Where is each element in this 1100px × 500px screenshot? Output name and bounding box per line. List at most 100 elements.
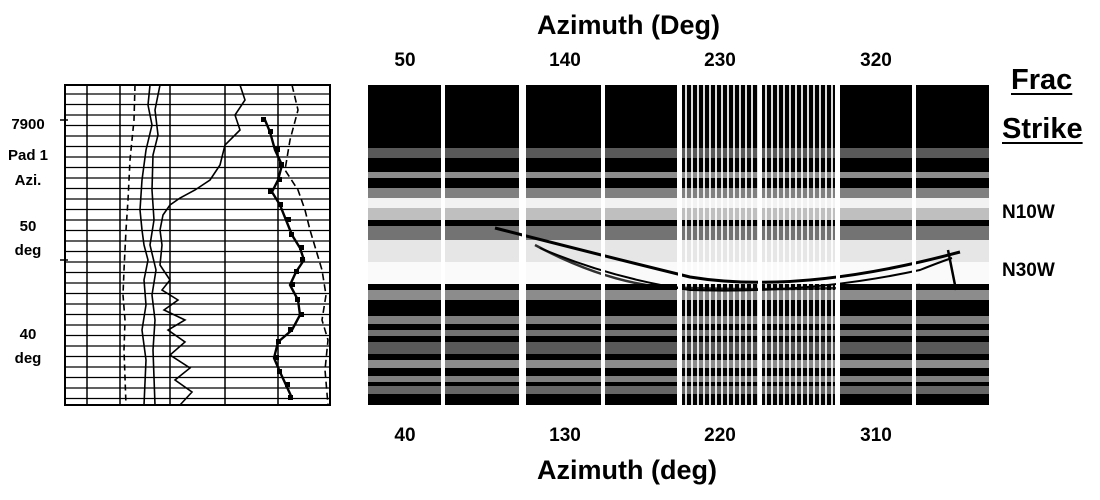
- image-band: [605, 226, 677, 240]
- well-log-track: [60, 84, 331, 406]
- image-band: [682, 376, 758, 382]
- pad-label: Pad 1: [7, 147, 49, 164]
- log-speckle: [277, 369, 282, 374]
- image-band: [840, 180, 912, 188]
- image-band: [605, 208, 677, 220]
- log-speckle: [276, 339, 281, 344]
- image-band: [762, 386, 835, 394]
- image-band: [762, 316, 835, 324]
- image-band: [916, 198, 989, 208]
- image-band: [368, 148, 443, 158]
- image-band: [445, 226, 519, 240]
- log-speckle: [274, 355, 279, 360]
- image-band: [445, 262, 519, 284]
- caliper-curve: [122, 84, 136, 406]
- gamma-curve-2: [149, 84, 161, 406]
- image-band: [916, 290, 989, 300]
- image-band: [368, 302, 443, 316]
- image-band: [445, 208, 519, 220]
- image-band: [762, 376, 835, 382]
- borehole-image: [368, 80, 989, 410]
- image-band: [368, 172, 443, 178]
- bottom-tick-220: 220: [704, 425, 736, 446]
- image-stripe: [715, 85, 717, 405]
- image-band: [762, 360, 835, 368]
- image-band: [605, 386, 677, 394]
- image-band: [840, 208, 912, 220]
- image-band: [526, 240, 601, 262]
- image-band: [762, 172, 835, 178]
- azimuth-abbrev-label: Azi.: [14, 172, 42, 189]
- lower-azimuth-unit: deg: [14, 350, 42, 367]
- image-stripe: [733, 85, 735, 405]
- image-band: [840, 316, 912, 324]
- log-grid: [60, 84, 331, 406]
- image-band: [368, 188, 443, 198]
- image-band: [916, 330, 989, 336]
- image-band: [762, 330, 835, 336]
- image-band: [368, 240, 443, 262]
- image-band: [682, 198, 758, 208]
- image-band: [368, 262, 443, 284]
- image-band: [526, 262, 601, 284]
- image-band: [445, 240, 519, 262]
- image-band: [526, 290, 601, 300]
- image-band: [605, 342, 677, 354]
- image-band: [682, 316, 758, 324]
- log-speckle: [300, 257, 305, 262]
- log-speckle: [290, 282, 295, 287]
- image-band: [840, 198, 912, 208]
- log-speckle: [289, 232, 294, 237]
- image-band: [840, 360, 912, 368]
- image-band: [916, 148, 989, 158]
- image-stripe: [721, 85, 723, 405]
- image-stripe: [703, 85, 705, 405]
- image-stripe: [727, 85, 729, 405]
- top-tick-230: 230: [704, 50, 736, 71]
- image-band: [762, 198, 835, 208]
- image-stripe: [795, 85, 797, 405]
- image-band: [682, 188, 758, 198]
- image-stripe: [831, 85, 833, 405]
- image-band: [605, 302, 677, 316]
- fracture-trace-lower: [539, 247, 953, 292]
- image-band: [368, 316, 443, 324]
- bottom-tick-130: 130: [549, 425, 581, 446]
- frac-title-line1: Frac: [1011, 64, 1073, 96]
- image-band: [368, 290, 443, 300]
- image-band: [526, 360, 601, 368]
- image-band: [605, 240, 677, 262]
- image-band: [526, 376, 601, 382]
- image-band: [526, 226, 601, 240]
- image-band: [526, 188, 601, 198]
- image-band: [840, 226, 912, 240]
- log-speckle: [278, 202, 283, 207]
- log-speckle: [299, 245, 304, 250]
- image-stripe: [801, 85, 803, 405]
- image-band: [682, 220, 758, 226]
- image-band: [916, 172, 989, 178]
- log-speckle: [279, 162, 284, 167]
- top-tick-140: 140: [549, 50, 581, 71]
- image-band: [840, 188, 912, 198]
- fracture-trace-upper: [494, 226, 961, 284]
- strip-gap: [758, 80, 762, 410]
- image-band: [368, 226, 443, 240]
- image-band: [762, 188, 835, 198]
- image-band: [368, 198, 443, 208]
- strip-gap: [441, 80, 445, 410]
- image-band: [526, 342, 601, 354]
- frac-title-line2: Strike: [1002, 113, 1083, 145]
- fracture-trace-right: [946, 249, 958, 291]
- image-band: [762, 148, 835, 158]
- image-band: [605, 284, 677, 290]
- image-band: [605, 262, 677, 284]
- image-band: [840, 290, 912, 300]
- image-band: [526, 208, 601, 220]
- image-band: [445, 386, 519, 394]
- upper-azimuth-value: 50: [19, 218, 37, 235]
- lower-azimuth-value: 40: [19, 326, 37, 343]
- image-band: [916, 360, 989, 368]
- image-strip-gaps: [441, 80, 916, 410]
- strip-gap: [912, 80, 916, 410]
